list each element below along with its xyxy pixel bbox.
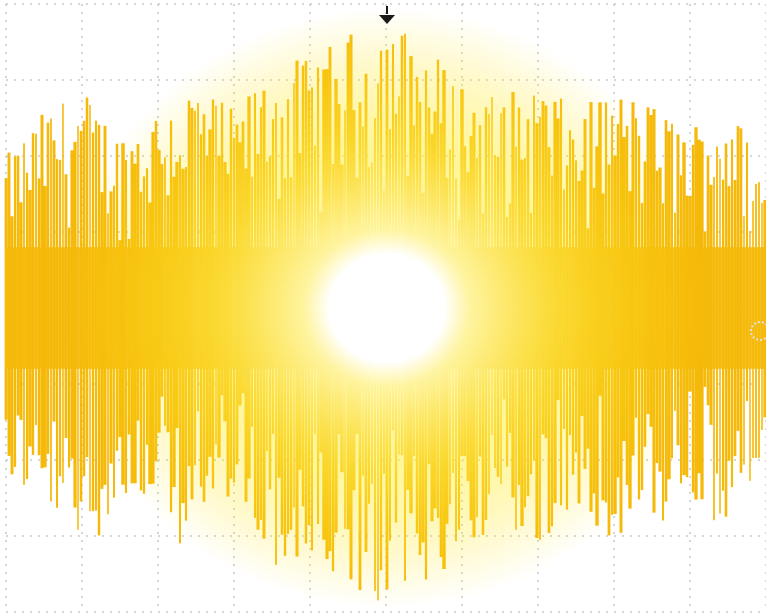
right-edge-level-marker-icon[interactable] — [750, 321, 766, 341]
trigger-position-marker-icon[interactable] — [379, 6, 395, 24]
intensity-glow — [67, 8, 707, 608]
markers-layer — [379, 6, 766, 341]
